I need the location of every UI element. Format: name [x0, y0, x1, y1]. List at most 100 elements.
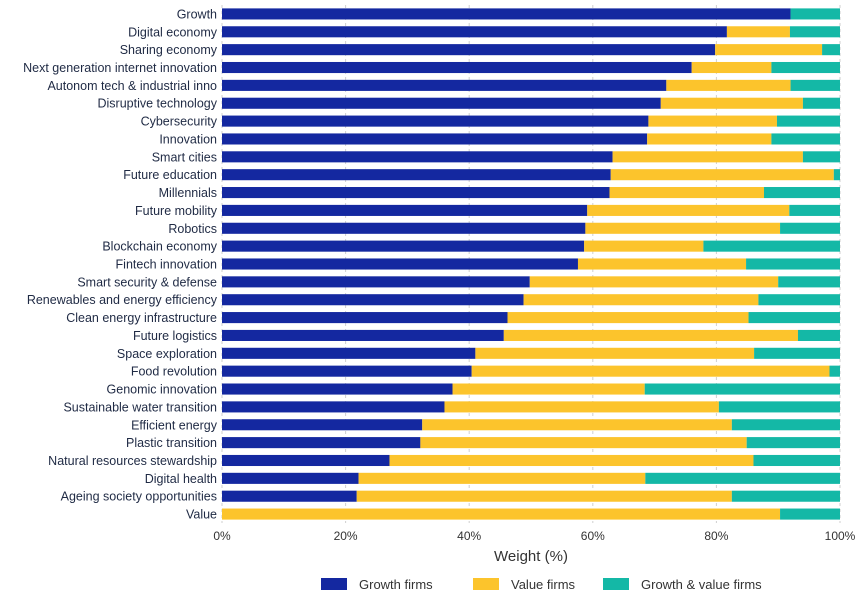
- bar-segment-growth-value: [771, 133, 840, 145]
- bar-segment-growth: [222, 490, 357, 502]
- bar-segment-value: [612, 151, 803, 163]
- bar-segment-growth: [222, 312, 508, 324]
- bar-segment-growth: [222, 222, 586, 234]
- bar-segment-value: [356, 490, 732, 502]
- category-label: Fintech innovation: [116, 258, 218, 272]
- legend-swatch: [473, 578, 499, 590]
- bar-segment-growth: [222, 44, 716, 56]
- bar-segment-value: [585, 222, 781, 234]
- legend-swatch: [321, 578, 347, 590]
- bar-segment-growth-value: [771, 61, 840, 74]
- legend-item: Growth & value firms: [603, 577, 762, 592]
- x-tick-label: 60%: [581, 529, 605, 543]
- category-label: Robotics: [168, 222, 217, 236]
- bar-segment-growth: [222, 79, 667, 91]
- bar-segment-growth-value: [718, 401, 840, 413]
- bar-segment-growth-value: [746, 258, 840, 270]
- category-label: Genomic innovation: [107, 383, 218, 397]
- bar-segment-growth-value: [778, 276, 840, 288]
- bar-segment-growth: [222, 187, 610, 199]
- bar-segment-growth: [222, 169, 611, 181]
- category-label: Innovation: [159, 132, 217, 146]
- bar-segment-growth: [222, 419, 423, 431]
- bar-segment-growth-value: [748, 312, 840, 324]
- legend-label: Growth & value firms: [641, 577, 762, 592]
- bar-segment-growth: [222, 454, 390, 467]
- bar-segment-value: [523, 294, 759, 306]
- category-label: Blockchain economy: [102, 240, 217, 254]
- category-labels: Growth Digital economy Sharing economy Next…: [23, 7, 218, 521]
- bar-segment-growth: [222, 26, 727, 38]
- bar-segment-growth-value: [758, 294, 840, 306]
- bar-segment-value: [222, 508, 781, 520]
- bar-segment-value: [587, 204, 790, 216]
- bar-segment-growth-value: [789, 26, 840, 38]
- bar-segment-growth: [222, 276, 530, 288]
- bar-segment-value: [647, 133, 772, 145]
- bar-segment-growth-value: [731, 419, 840, 431]
- bar-segment-growth-value: [731, 490, 840, 502]
- bar-segment-value: [584, 240, 704, 252]
- bar-segment-growth-value: [802, 97, 840, 109]
- bar-segment-growth-value: [780, 222, 840, 234]
- category-label: Smart cities: [152, 150, 217, 164]
- bar-segment-growth: [222, 97, 661, 109]
- bar-segment-value: [475, 347, 755, 359]
- bar-segment-value: [648, 115, 777, 127]
- bar-segment-growth-value: [644, 383, 840, 395]
- bar-segment-growth-value: [797, 329, 840, 341]
- bar-segment-growth: [222, 8, 791, 20]
- x-tick-label: 20%: [334, 529, 358, 543]
- bar-segment-value: [691, 61, 772, 74]
- bar-segment-growth-value: [703, 240, 840, 252]
- bar-segment-growth-value: [790, 79, 840, 91]
- bar-segment-growth: [222, 365, 472, 377]
- bar-segment-growth: [222, 240, 585, 252]
- bar-segment-growth: [222, 133, 648, 145]
- category-label: Space exploration: [117, 347, 217, 361]
- category-label: Efficient energy: [131, 418, 218, 432]
- bar-segment-growth-value: [829, 365, 840, 377]
- legend-label: Growth firms: [359, 577, 433, 592]
- category-label: Autonom tech & industrial inno: [47, 79, 217, 93]
- category-label: Digital economy: [128, 25, 218, 39]
- category-label: Cybersecurity: [141, 115, 218, 129]
- x-tick-label: 100%: [825, 529, 856, 543]
- bar-segment-value: [503, 329, 798, 341]
- bar-segment-value: [507, 312, 749, 324]
- category-label: Millennials: [159, 186, 217, 200]
- bar-segment-growth-value: [753, 454, 840, 467]
- bar-segment-value: [422, 419, 732, 431]
- bar-segment-value: [609, 187, 764, 199]
- category-label: Plastic transition: [126, 436, 217, 450]
- category-label: Food revolution: [131, 365, 217, 379]
- category-label: Digital health: [145, 472, 217, 486]
- bar-segment-value: [715, 44, 823, 56]
- bar-segment-growth: [222, 401, 445, 413]
- bar-segment-growth-value: [776, 115, 840, 127]
- bar-segment-growth-value: [789, 204, 840, 216]
- x-tick-label: 40%: [457, 529, 481, 543]
- bar-segment-value: [444, 401, 719, 413]
- legend-label: Value firms: [511, 577, 576, 592]
- category-label: Smart security & defense: [77, 275, 217, 289]
- bar-segment-growth: [222, 61, 692, 74]
- bar-segment-growth: [222, 258, 578, 270]
- category-label: Disruptive technology: [97, 97, 217, 111]
- bar-segment-growth: [222, 115, 649, 127]
- category-label: Natural resources stewardship: [48, 454, 217, 468]
- category-label: Value: [186, 508, 217, 522]
- legend-swatch: [603, 578, 629, 590]
- bar-segment-value: [389, 454, 754, 467]
- bar-segment-growth: [222, 472, 359, 484]
- bar-segment-growth-value: [833, 169, 840, 181]
- x-tick-labels: 0% 20% 40% 60% 80% 100%: [213, 529, 855, 543]
- bar-segment-growth: [222, 347, 476, 359]
- bar-segment-growth-value: [790, 8, 840, 20]
- category-label: Future logistics: [133, 329, 217, 343]
- category-label: Growth: [177, 7, 217, 21]
- category-label: Ageing society opportunities: [61, 490, 217, 504]
- bar-segment-growth: [222, 383, 453, 395]
- bar-segment-value: [529, 276, 779, 288]
